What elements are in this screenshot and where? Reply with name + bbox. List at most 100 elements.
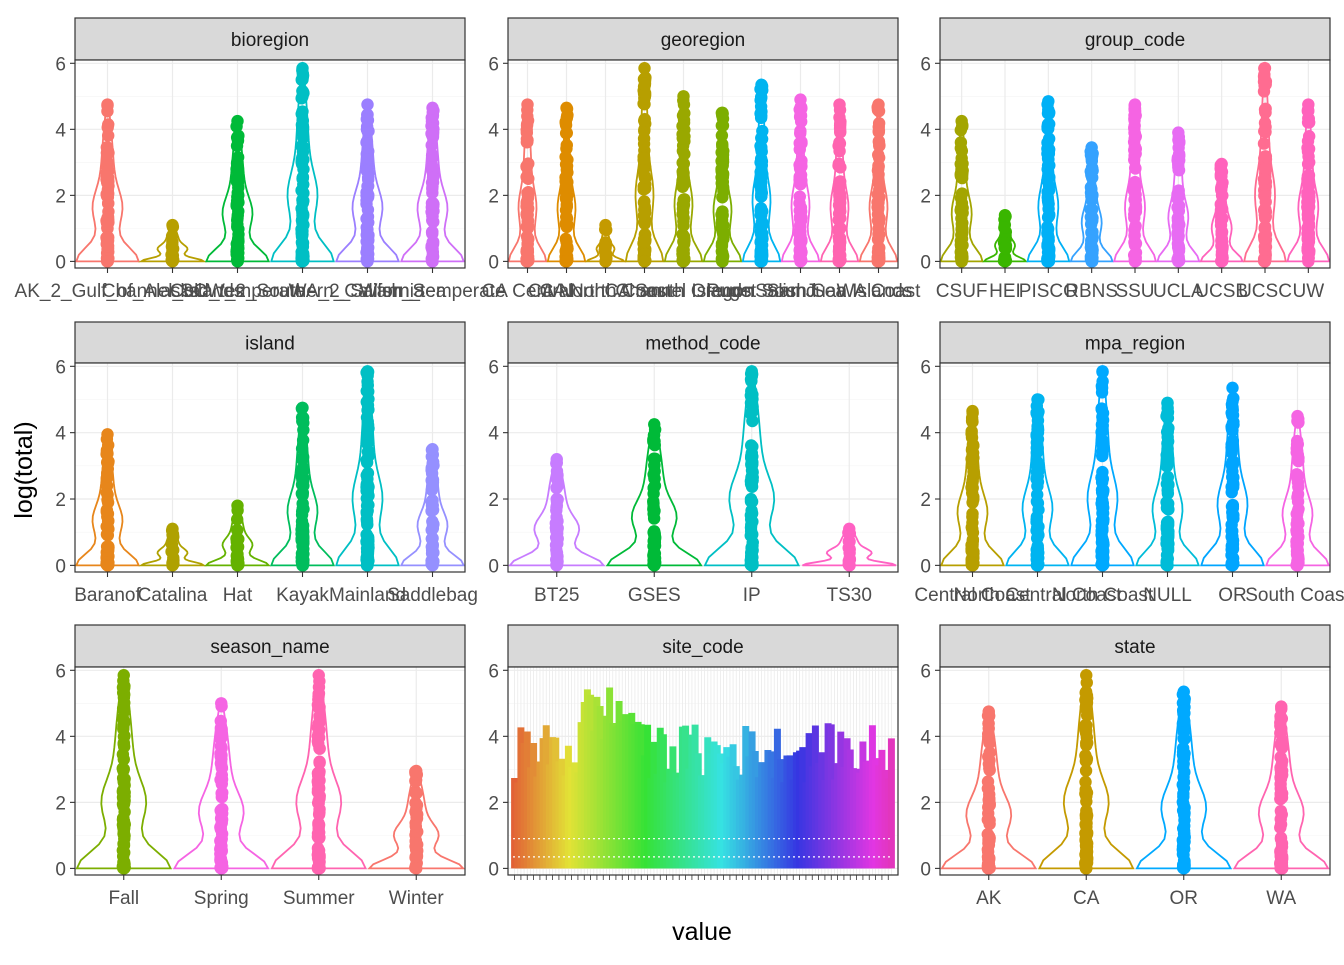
facet-panel-state: state AK CA OR WA 0 2 4 6 [920, 624, 1331, 909]
data-point [118, 846, 131, 859]
data-point-min [955, 255, 968, 268]
data-point-max [745, 365, 758, 378]
data-point [1226, 524, 1239, 538]
data-point [520, 195, 534, 208]
data-point [559, 116, 572, 129]
data-point-min [843, 559, 856, 572]
data-point [871, 164, 885, 177]
data-point [1178, 765, 1191, 779]
data-point [230, 175, 244, 188]
data-point [1086, 211, 1099, 225]
x-tick-label: Summer [283, 888, 355, 909]
data-point [520, 132, 534, 146]
strip-background [939, 321, 1331, 364]
data-point-max [296, 62, 309, 75]
strip-background [507, 17, 899, 61]
x-tick-label: Baranof [74, 585, 141, 606]
data-point-max [1275, 700, 1288, 713]
y-tick-label: 4 [488, 727, 499, 748]
data-point [102, 146, 115, 160]
data-point-min [794, 255, 807, 268]
data-point [1274, 767, 1288, 780]
data-point [967, 493, 980, 506]
data-point-min [560, 255, 573, 268]
data-point [1226, 454, 1240, 468]
data-point [1172, 244, 1186, 258]
x-tick-label: IP [743, 585, 761, 606]
data-point-max [1302, 98, 1315, 111]
data-point [956, 222, 969, 236]
data-point [638, 78, 652, 92]
data-point-min [1128, 255, 1142, 268]
data-point [1225, 441, 1238, 454]
data-point [638, 235, 651, 248]
y-tick-label: 6 [55, 54, 66, 75]
data-point [832, 213, 845, 227]
x-tick-label: North Coast [1052, 585, 1154, 606]
data-point [1030, 472, 1043, 486]
data-point [834, 236, 847, 249]
data-point [313, 716, 326, 729]
data-point [1030, 428, 1043, 441]
data-point-min [296, 559, 309, 572]
x-tick-label: UCSB [1195, 281, 1248, 302]
data-point [362, 541, 375, 554]
data-point [754, 94, 767, 107]
x-tick-label: Channel_Islands [102, 281, 244, 302]
data-point [426, 148, 439, 162]
x-tick-label: BT25 [534, 585, 579, 606]
data-point [1041, 136, 1054, 149]
x-tick-label: AK_2_Gulf_of_Alaska [15, 281, 201, 302]
data-point [1041, 185, 1054, 199]
data-point [361, 186, 374, 200]
data-point [715, 208, 729, 222]
data-point [101, 462, 115, 476]
data-point-min [117, 862, 130, 875]
data-point [116, 681, 130, 694]
x-tick-label: WA Coast [837, 281, 921, 302]
data-point-max [872, 98, 885, 111]
data-point [1160, 425, 1174, 439]
data-point [312, 767, 325, 780]
data-point [1275, 808, 1288, 821]
data-point [425, 196, 439, 210]
data-point [1079, 764, 1093, 777]
data-point-min [1215, 255, 1228, 268]
data-point [102, 187, 115, 200]
panel-border [74, 666, 466, 876]
y-tick-label: 2 [488, 793, 499, 814]
data-point [560, 200, 574, 213]
data-point-max [312, 669, 325, 682]
data-point-min [1096, 559, 1109, 572]
data-point [215, 773, 229, 786]
data-point [678, 193, 691, 206]
data-point [1086, 171, 1099, 184]
data-point-min [872, 255, 885, 268]
data-point [522, 172, 535, 185]
data-point [1162, 525, 1175, 538]
data-point [1080, 852, 1093, 866]
data-point-max [550, 453, 563, 466]
data-point [833, 137, 846, 151]
data-point [559, 127, 573, 140]
x-tick-label: Oregon [691, 281, 754, 302]
data-point [561, 218, 574, 231]
data-point-min [1042, 255, 1055, 268]
data-point [361, 213, 374, 226]
data-point [101, 515, 115, 528]
x-tick-label: Cold_temperate [170, 281, 305, 302]
x-tick-label: OR [1170, 888, 1199, 909]
data-point-min [426, 559, 439, 572]
data-point-min [361, 559, 374, 572]
data-point [427, 546, 440, 559]
data-point [1259, 150, 1273, 163]
data-point [677, 219, 690, 232]
x-tick-label: Catalina [138, 585, 208, 606]
data-point-min [1085, 255, 1098, 268]
data-point [216, 786, 229, 799]
data-point [361, 114, 375, 127]
data-point [1097, 484, 1110, 497]
data-point [1176, 795, 1190, 809]
data-point [744, 492, 758, 506]
